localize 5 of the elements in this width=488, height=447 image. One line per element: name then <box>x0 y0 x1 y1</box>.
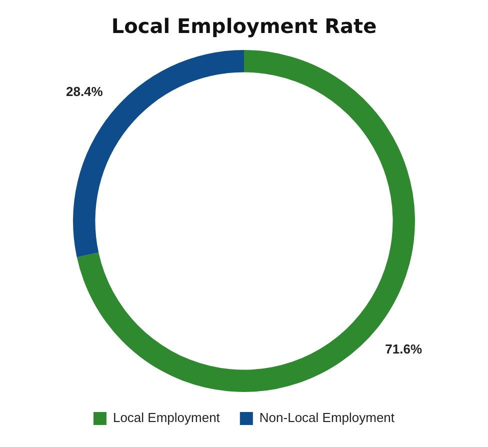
chart-title: Local Employment Rate <box>111 14 377 38</box>
data-label: 28.4% <box>66 84 104 99</box>
legend-label: Non-Local Employment <box>259 410 395 426</box>
legend-label: Local Employment <box>112 410 220 426</box>
data-label: 71.6% <box>385 341 422 356</box>
